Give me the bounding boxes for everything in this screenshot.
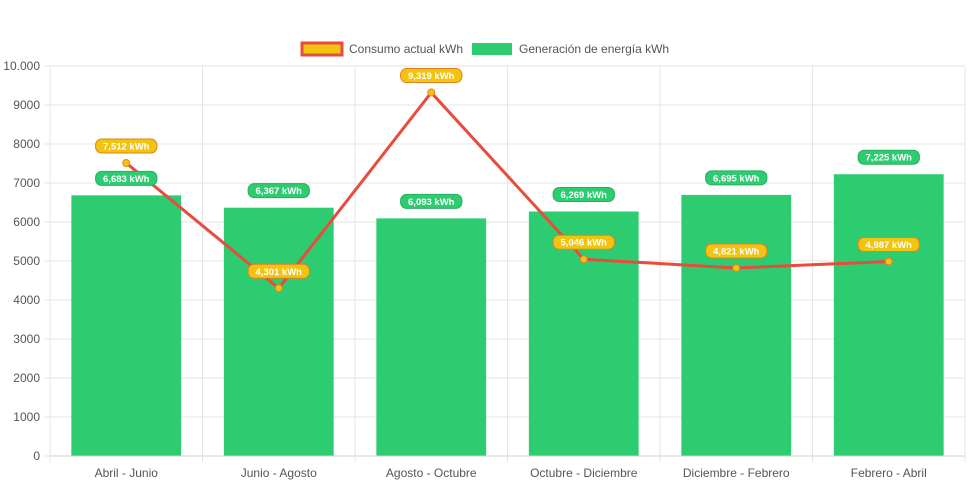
bar-layer [71,174,944,456]
x-tick-label: Febrero - Abril [851,466,927,480]
data-label-generacion-bg [705,170,768,186]
label-layer: 6,683 kWh 6,367 kWh 6,093 kWh 6,269 kWh 6,69… [95,68,920,279]
data-label-generacion-bg [95,170,158,186]
bar-generacion[interactable] [223,207,334,456]
point-consumo[interactable] [884,257,893,266]
legend-item-consumo[interactable]: Consumo actual kWh [300,41,463,57]
x-tick-label: Octubre - Diciembre [530,466,638,480]
data-label-generacion: 6,093 kWh [408,197,455,208]
legend-label-generacion[interactable]: Generación de energía kWh [519,42,669,56]
legend-item-generacion[interactable]: Generación de energía kWh [472,42,669,56]
data-label-generacion: 6,683 kWh [103,174,150,185]
point-consumo[interactable] [579,255,588,264]
data-label-consumo: 4,987 kWh [866,240,913,251]
point-consumo[interactable] [122,159,131,168]
y-tick-label: 3000 [13,332,40,346]
x-tick-label: Junio - Agosto [241,466,317,480]
data-label-consumo-bg [400,68,463,84]
y-tick-label: 6000 [13,215,40,229]
y-tick-label: 4000 [13,293,40,307]
data-label-consumo: 4,821 kWh [713,246,760,257]
y-tick-label: 9000 [13,98,40,112]
data-label-generacion: 6,367 kWh [256,186,303,197]
data-label-consumo: 9,319 kWh [408,71,455,82]
x-tick-label: Diciembre - Febrero [683,466,790,480]
legend-swatch-consumo[interactable] [300,41,344,57]
y-tick-label: 10.000 [3,59,40,73]
data-label-generacion: 7,225 kWh [866,153,913,164]
bar-generacion[interactable] [528,211,639,456]
y-tick-label: 7000 [13,176,40,190]
data-label-generacion-bg [857,149,920,165]
legend[interactable]: Consumo actual kWh Generación de energía… [300,41,669,57]
data-label-generacion: 6,269 kWh [561,190,608,201]
x-tick-label: Abril - Junio [95,466,159,480]
data-label-generacion-bg [247,183,310,199]
x-tick-label: Agosto - Octubre [386,466,477,480]
y-tick-label: 8000 [13,137,40,151]
y-tick-label: 2000 [13,371,40,385]
data-label-generacion: 6,695 kWh [713,173,760,184]
data-label-consumo-bg [247,263,310,279]
y-tick-label: 1000 [13,410,40,424]
data-label-consumo-bg [95,138,158,154]
y-tick-label: 0 [33,449,40,463]
data-label-generacion-bg [552,187,615,203]
data-label-consumo-bg [552,234,615,250]
bar-generacion[interactable] [833,174,944,456]
data-label-consumo: 4,301 kWh [256,267,303,278]
data-label-consumo-bg [857,237,920,253]
point-consumo[interactable] [732,263,741,272]
axis-layer: 0 1000 2000 3000 4000 5000 6000 7000 8000 9000 10.… [3,59,965,480]
y-tick-label: 5000 [13,254,40,268]
data-label-consumo: 5,046 kWh [561,238,608,249]
point-consumo[interactable] [274,284,283,293]
legend-swatch-generacion[interactable] [472,43,512,55]
bar-generacion[interactable] [681,194,792,456]
data-label-consumo-bg [705,243,768,259]
bar-generacion[interactable] [376,218,487,456]
grid-layer [44,65,966,462]
point-consumo[interactable] [427,88,436,97]
data-label-consumo: 7,512 kWh [103,142,150,153]
bar-generacion[interactable] [71,195,182,456]
data-label-generacion-bg [400,193,463,209]
legend-label-consumo[interactable]: Consumo actual kWh [349,42,463,56]
